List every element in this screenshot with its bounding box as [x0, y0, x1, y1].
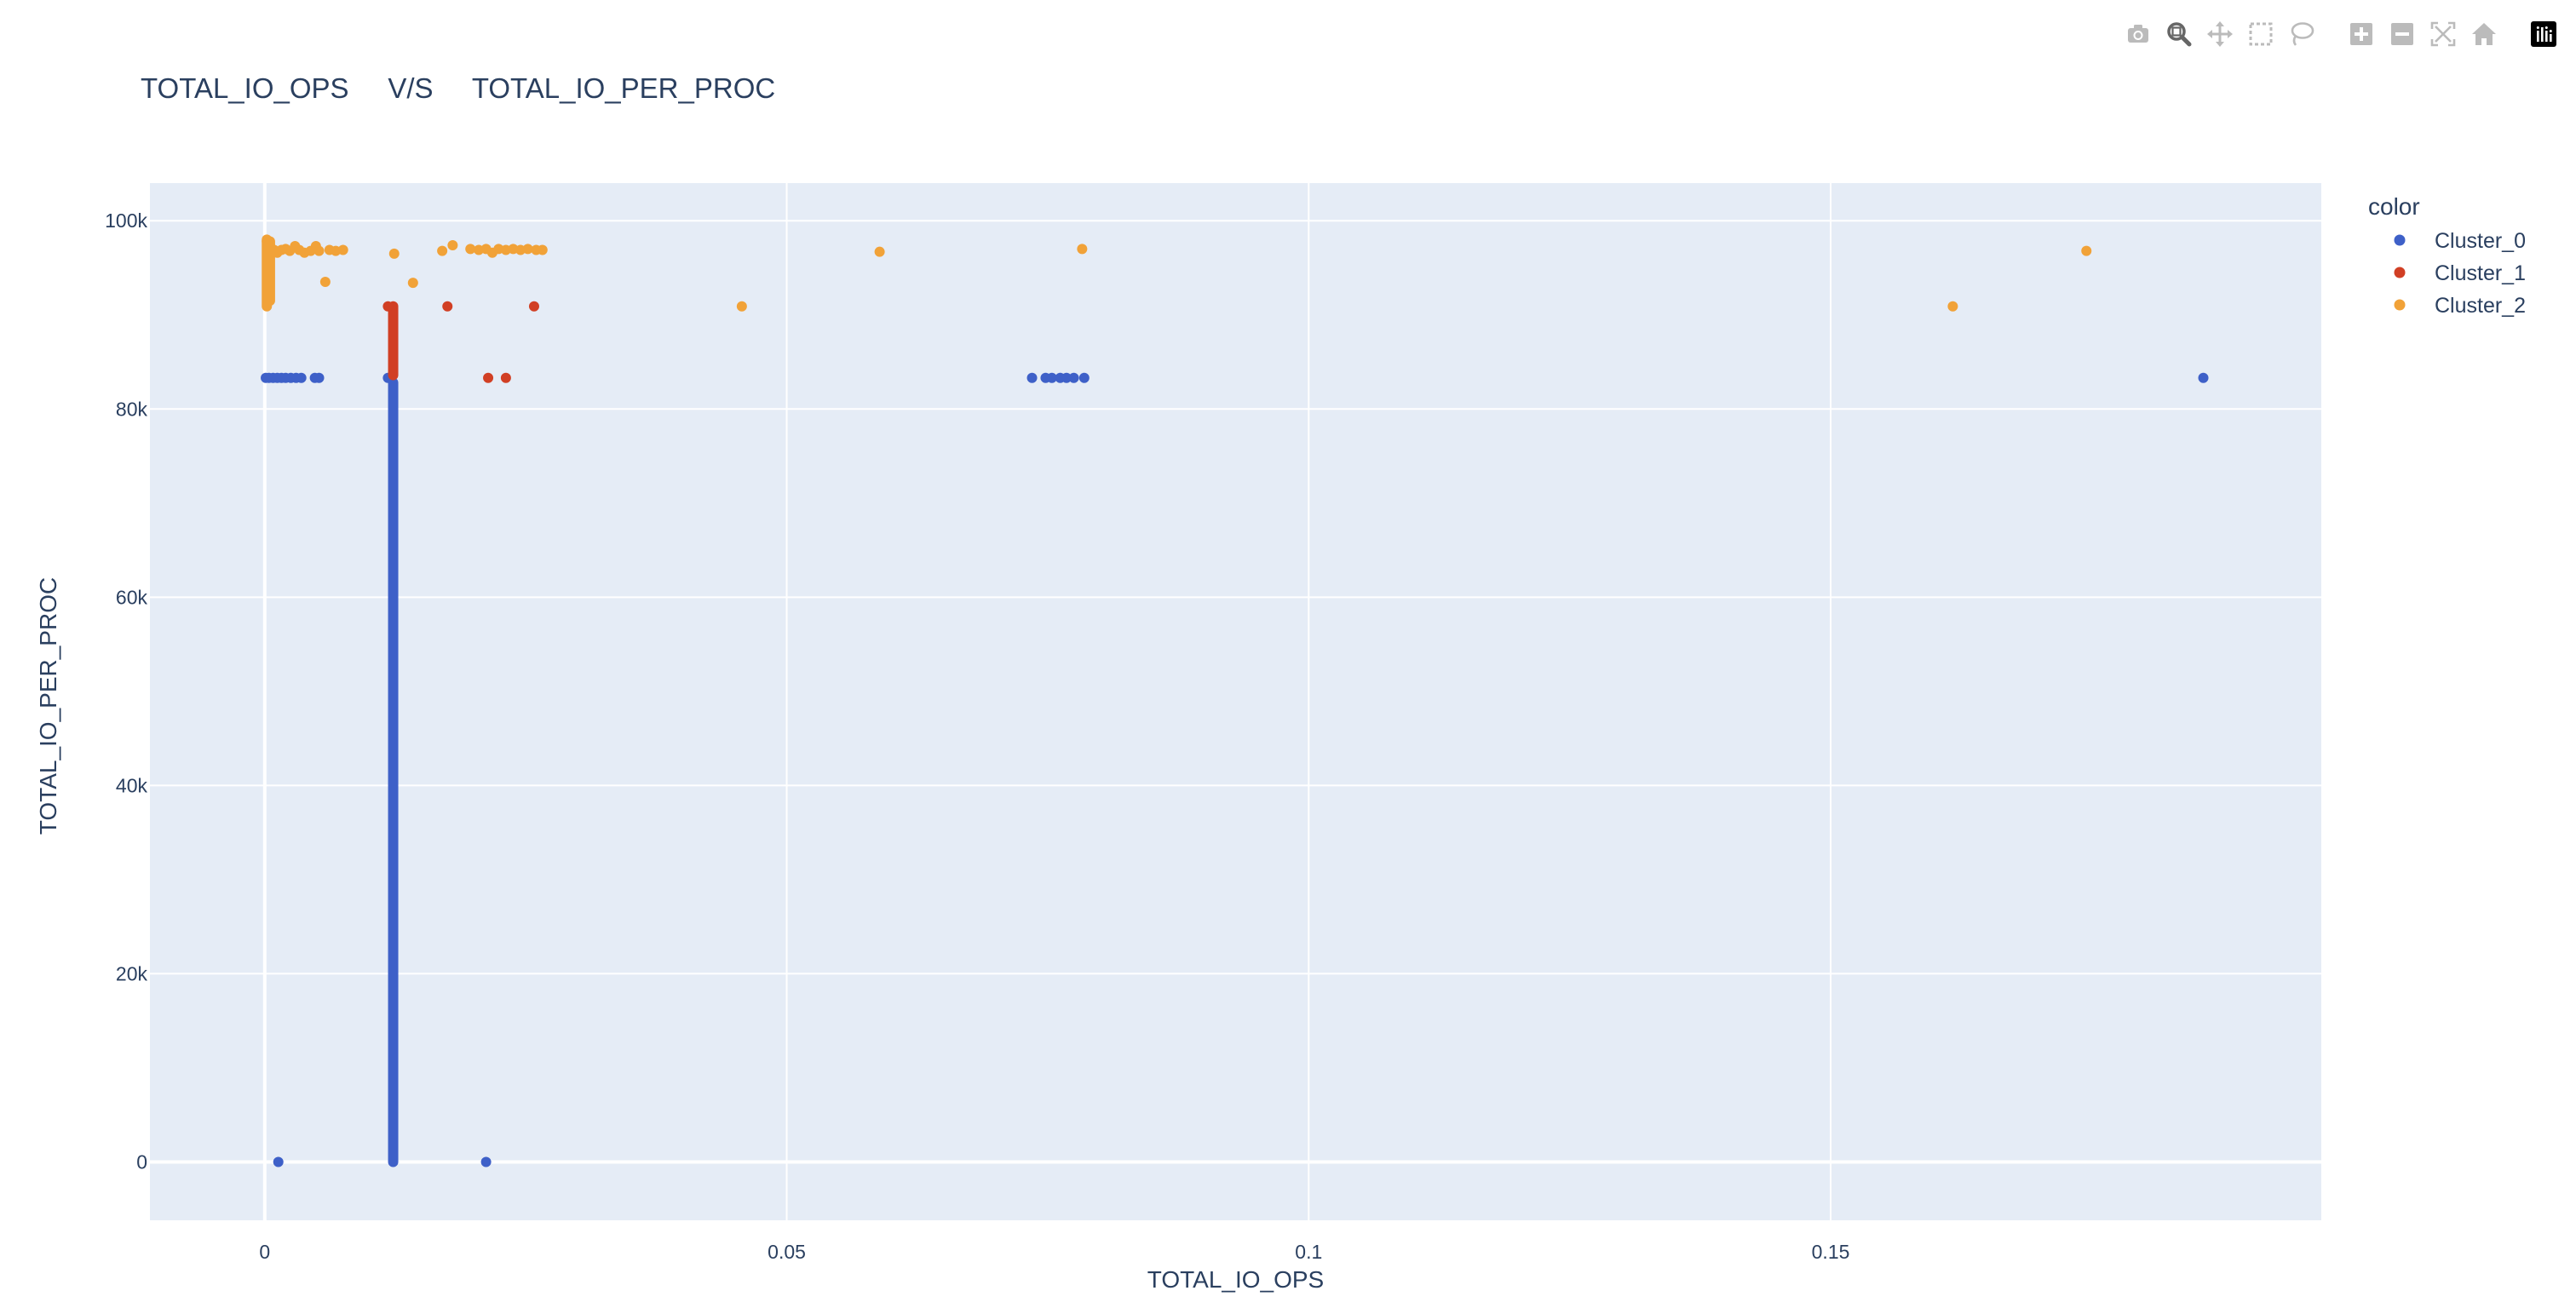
zoom-in-icon[interactable]: [2346, 19, 2377, 49]
y-tick-label: 100k: [105, 209, 147, 232]
data-point[interactable]: [1947, 301, 1958, 312]
data-point[interactable]: [319, 277, 331, 288]
lasso-select-icon[interactable]: [2286, 19, 2317, 49]
legend-marker: [2394, 267, 2406, 278]
data-marks: [261, 234, 2209, 1167]
legend-label: Cluster_2: [2435, 294, 2526, 318]
data-point[interactable]: [1078, 372, 1090, 383]
y-axis-title: TOTAL_IO_PER_PROC: [35, 577, 61, 835]
data-point[interactable]: [313, 245, 325, 256]
data-point[interactable]: [2198, 372, 2209, 383]
data-point[interactable]: [1068, 372, 1079, 383]
reset-axes-icon[interactable]: [2469, 19, 2499, 49]
x-axis-ticks: 0 0.05 0.1 0.15: [259, 1241, 1849, 1263]
series-cluster-2: [262, 234, 2092, 312]
legend-marker: [2394, 299, 2406, 311]
data-point[interactable]: [522, 244, 533, 255]
y-tick-label: 40k: [116, 774, 148, 796]
data-point[interactable]: [500, 372, 511, 383]
dense-point-column: [388, 377, 399, 1167]
data-point[interactable]: [1077, 244, 1088, 255]
data-point[interactable]: [1026, 372, 1038, 383]
camera-icon[interactable]: [2123, 19, 2153, 49]
data-point[interactable]: [1046, 372, 1057, 383]
data-point[interactable]: [313, 372, 325, 383]
legend-item-cluster-1[interactable]: Cluster_1: [2394, 261, 2527, 285]
x-tick-label: 0.05: [768, 1241, 806, 1263]
x-axis-title: TOTAL_IO_OPS: [1147, 1266, 1324, 1293]
data-point[interactable]: [528, 301, 539, 312]
x-tick-label: 0.1: [1295, 1241, 1322, 1263]
data-point[interactable]: [296, 372, 307, 383]
zoom-icon[interactable]: [2164, 19, 2194, 49]
data-point[interactable]: [388, 248, 400, 259]
data-point[interactable]: [480, 1156, 492, 1167]
data-point[interactable]: [337, 244, 348, 255]
autoscale-icon[interactable]: [2428, 19, 2458, 49]
x-tick-label: 0.15: [1812, 1241, 1850, 1263]
chart-title: TOTAL_IO_OPS V/S TOTAL_IO_PER_PROC: [141, 72, 775, 104]
legend-marker: [2394, 234, 2406, 246]
data-point[interactable]: [442, 301, 453, 312]
data-point[interactable]: [874, 246, 885, 257]
data-point[interactable]: [447, 239, 458, 250]
zoom-out-icon[interactable]: [2387, 19, 2418, 49]
data-point[interactable]: [382, 301, 394, 312]
legend-label: Cluster_1: [2435, 261, 2526, 285]
data-point[interactable]: [483, 372, 494, 383]
data-point[interactable]: [736, 301, 747, 312]
box-select-icon[interactable]: [2245, 19, 2276, 49]
data-point[interactable]: [2081, 245, 2092, 256]
legend-label: Cluster_0: [2435, 229, 2526, 253]
y-tick-label: 80k: [116, 398, 148, 420]
legend-title: color: [2368, 193, 2420, 220]
y-tick-label: 20k: [116, 962, 148, 984]
grid-lines: [150, 183, 2321, 1220]
y-axis-ticks: 0 20k 40k 60k 80k 100k: [105, 209, 147, 1173]
data-point[interactable]: [1061, 372, 1072, 383]
series-cluster-1: [382, 301, 539, 383]
legend: color Cluster_0 Cluster_1 Cluster_2: [2368, 193, 2526, 318]
data-point[interactable]: [273, 1156, 284, 1167]
data-point[interactable]: [465, 244, 476, 255]
series-cluster-0: [261, 372, 2209, 1167]
data-point[interactable]: [437, 245, 448, 256]
dense-point-column: [388, 301, 399, 381]
legend-item-cluster-2[interactable]: Cluster_2: [2394, 294, 2527, 318]
pan-icon[interactable]: [2205, 19, 2235, 49]
plot-area[interactable]: [150, 183, 2321, 1220]
y-tick-label: 60k: [116, 586, 148, 608]
legend-item-cluster-0[interactable]: Cluster_0: [2394, 229, 2527, 253]
modebar: [2113, 19, 2559, 49]
y-tick-label: 0: [136, 1150, 147, 1173]
data-point[interactable]: [537, 244, 548, 255]
x-tick-label: 0: [259, 1241, 270, 1263]
data-point[interactable]: [407, 278, 418, 289]
plotly-logo-icon[interactable]: [2528, 19, 2559, 49]
